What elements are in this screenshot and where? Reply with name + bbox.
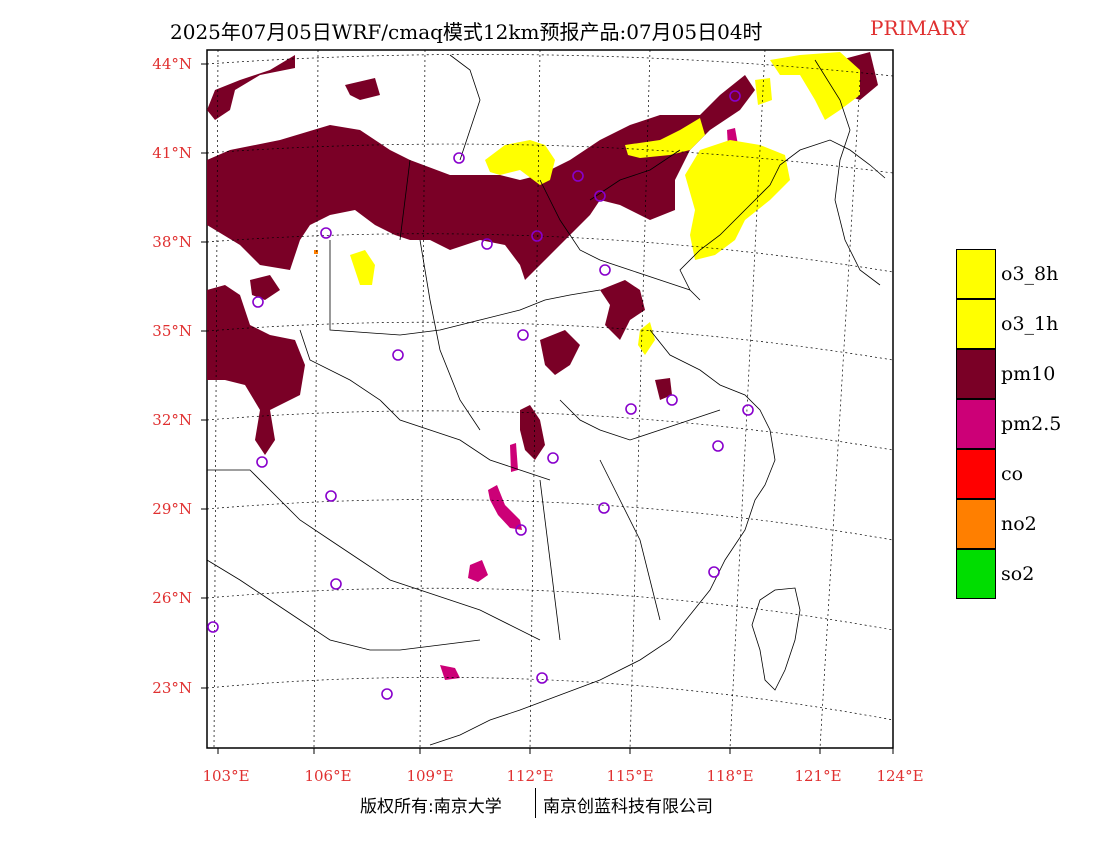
station-circle-icon xyxy=(531,230,543,242)
legend-swatch xyxy=(956,299,996,349)
legend-label: co xyxy=(1001,463,1024,485)
station-circle-icon xyxy=(256,456,268,468)
lon-label: 112°E xyxy=(506,767,553,785)
station-circle-icon xyxy=(712,440,724,452)
lat-label: 32°N xyxy=(152,411,192,429)
lon-label: 115°E xyxy=(606,767,653,785)
station-circle-icon xyxy=(392,349,404,361)
legend-item-so2: so2 xyxy=(956,549,1076,599)
lon-label: 121°E xyxy=(794,767,841,785)
lat-label: 41°N xyxy=(152,144,192,162)
station-circle-icon xyxy=(729,90,741,102)
lon-label: 109°E xyxy=(406,767,453,785)
station-circle-icon xyxy=(207,621,219,633)
station-circle-icon xyxy=(708,566,720,578)
lat-labels: 44°N 41°N 38°N 35°N 32°N 29°N 26°N 23°N xyxy=(152,55,192,697)
station-circle-icon xyxy=(515,524,527,536)
station-circle-icon xyxy=(742,404,754,416)
map-title: 2025年07月05日WRF/cmaq模式12km预报产品:07月05日04时 … xyxy=(0,8,1100,44)
graticule xyxy=(206,49,894,749)
station-circle-icon xyxy=(594,190,606,202)
footer-divider xyxy=(535,788,536,818)
legend-label: pm10 xyxy=(1001,363,1056,385)
station-markers xyxy=(207,90,754,700)
title-tag: PRIMARY xyxy=(870,16,969,40)
lat-label: 44°N xyxy=(152,55,192,73)
legend-swatch xyxy=(956,549,996,599)
lon-label: 124°E xyxy=(876,767,923,785)
legend-item-o3-8h: o3_8h xyxy=(956,249,1076,299)
title-main: 2025年07月05日WRF/cmaq模式12km预报产品:07月05日04时 xyxy=(170,20,763,44)
legend-item-no2: no2 xyxy=(956,499,1076,549)
legend-item-pm10: pm10 xyxy=(956,349,1076,399)
lat-label: 35°N xyxy=(152,322,192,340)
legend-label: o3_8h xyxy=(1001,263,1059,285)
legend-item-co: co xyxy=(956,449,1076,499)
legend-item-o3-1h: o3_1h xyxy=(956,299,1076,349)
boundary-lines xyxy=(206,54,886,746)
axis-ticks xyxy=(201,63,894,754)
station-circle-icon xyxy=(598,502,610,514)
pm10-regions xyxy=(207,52,878,460)
station-circle-icon xyxy=(547,452,559,464)
lon-label: 103°E xyxy=(202,767,249,785)
legend-item-pm25: pm2.5 xyxy=(956,399,1076,449)
legend-swatch xyxy=(956,449,996,499)
legend: o3_8h o3_1h pm10 pm2.5 co no2 so2 xyxy=(956,249,1076,599)
station-circle-icon xyxy=(666,394,678,406)
footer-right: 南京创蓝科技有限公司 xyxy=(543,797,713,817)
legend-label: pm2.5 xyxy=(1001,413,1062,435)
legend-swatch xyxy=(956,249,996,299)
station-circle-icon xyxy=(381,688,393,700)
station-circle-icon xyxy=(325,490,337,502)
footer-left: 版权所有:南京大学 xyxy=(360,797,502,817)
station-circle-icon xyxy=(252,296,264,308)
lat-label: 23°N xyxy=(152,679,192,697)
lon-labels: 103°E 106°E 109°E 112°E 115°E 118°E 121°… xyxy=(202,767,923,785)
o3-regions xyxy=(350,52,860,355)
station-circle-icon xyxy=(536,672,548,684)
legend-label: o3_1h xyxy=(1001,313,1059,335)
lat-label: 26°N xyxy=(152,589,192,607)
lon-label: 106°E xyxy=(304,767,351,785)
station-circle-icon xyxy=(517,329,529,341)
legend-swatch xyxy=(956,399,996,449)
station-circle-icon xyxy=(330,578,342,590)
legend-label: no2 xyxy=(1001,513,1037,535)
station-circle-icon xyxy=(625,403,637,415)
station-circle-icon xyxy=(481,238,493,250)
legend-swatch xyxy=(956,349,996,399)
lon-label: 118°E xyxy=(706,767,753,785)
legend-swatch xyxy=(956,499,996,549)
lat-label: 29°N xyxy=(152,500,192,518)
station-circle-icon xyxy=(453,152,465,164)
station-circle-icon xyxy=(320,227,332,239)
no2-spot xyxy=(314,250,318,254)
legend-label: so2 xyxy=(1001,563,1035,585)
station-circle-icon xyxy=(599,264,611,276)
lat-label: 38°N xyxy=(152,233,192,251)
station-circle-icon xyxy=(572,170,584,182)
